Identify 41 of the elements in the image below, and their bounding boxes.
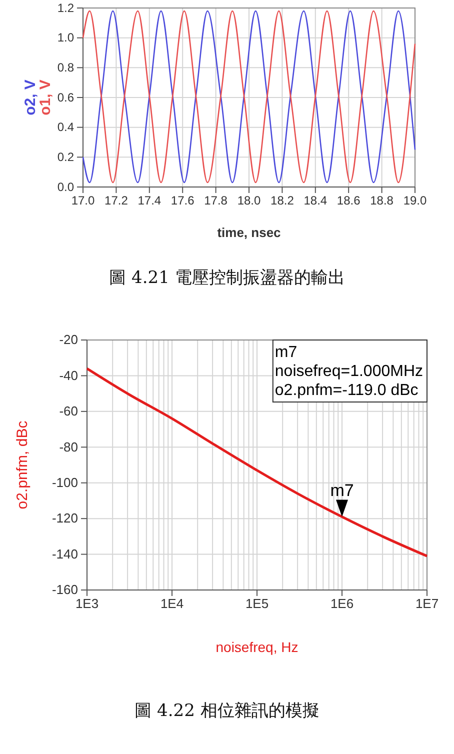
y-tick-label: 0.6 — [57, 90, 74, 104]
y-tick-label: 0.4 — [57, 120, 74, 134]
y-tick-label: -40 — [59, 368, 78, 383]
y-tick-label: 1.2 — [57, 0, 74, 15]
y-tick-label: 0.8 — [57, 60, 74, 75]
text: o1, V — [37, 80, 54, 116]
x-axis-title: noisefreq, Hz — [216, 639, 298, 655]
line-series — [82, 10, 416, 184]
x-tick-label: 17.6 — [170, 194, 195, 208]
x-tick-label: 17.0 — [71, 194, 95, 208]
y-tick-label: -120 — [52, 510, 78, 526]
x-tick-label: 18.2 — [270, 194, 294, 208]
x-tick-label: 18.8 — [370, 194, 394, 208]
y-tick-label: -160 — [52, 582, 78, 598]
text: 圖 4.21 電壓控制振盪器的輸出 — [109, 268, 345, 288]
y-tick-label: -20 — [59, 332, 78, 348]
x-tick-label: 17.2 — [104, 194, 128, 208]
text: o2, V — [22, 80, 39, 116]
annotation: m7 noisefreq=1.000MHz o2.pnfm=-119.0 dBc — [274, 344, 423, 399]
x-tick-label: 1E7 — [415, 596, 439, 612]
x-tick-label: 1E6 — [330, 596, 354, 612]
x-tick-label: 1E4 — [160, 596, 184, 612]
y-tick-label: -140 — [52, 546, 78, 562]
x-tick-label: 17.4 — [138, 194, 162, 208]
annotation: m7 — [330, 480, 354, 500]
y-tick-label: -100 — [52, 475, 78, 490]
x-tick-label: 17.8 — [204, 194, 228, 208]
x-tick-label: 18.4 — [304, 194, 328, 208]
x-tick-label: 1E3 — [75, 596, 99, 612]
y-tick-label: 1.0 — [57, 30, 74, 45]
x-tick-label: 1E5 — [245, 596, 269, 612]
y-tick-label: -60 — [59, 404, 78, 419]
y-tick-label: -80 — [59, 439, 78, 454]
text: 圖 4.22 相位雜訊的模擬 — [134, 701, 320, 721]
y-axis-title: o2.pnfm, dBc — [14, 420, 31, 510]
y-tick-label: 0.2 — [57, 150, 74, 164]
x-tick-label: 19.0 — [403, 194, 427, 208]
y-tick-label: 0.0 — [57, 180, 74, 194]
x-tick-label: 18.6 — [336, 194, 361, 208]
x-tick-label: 18.0 — [237, 194, 261, 208]
x-axis-title: time, nsec — [217, 225, 281, 240]
